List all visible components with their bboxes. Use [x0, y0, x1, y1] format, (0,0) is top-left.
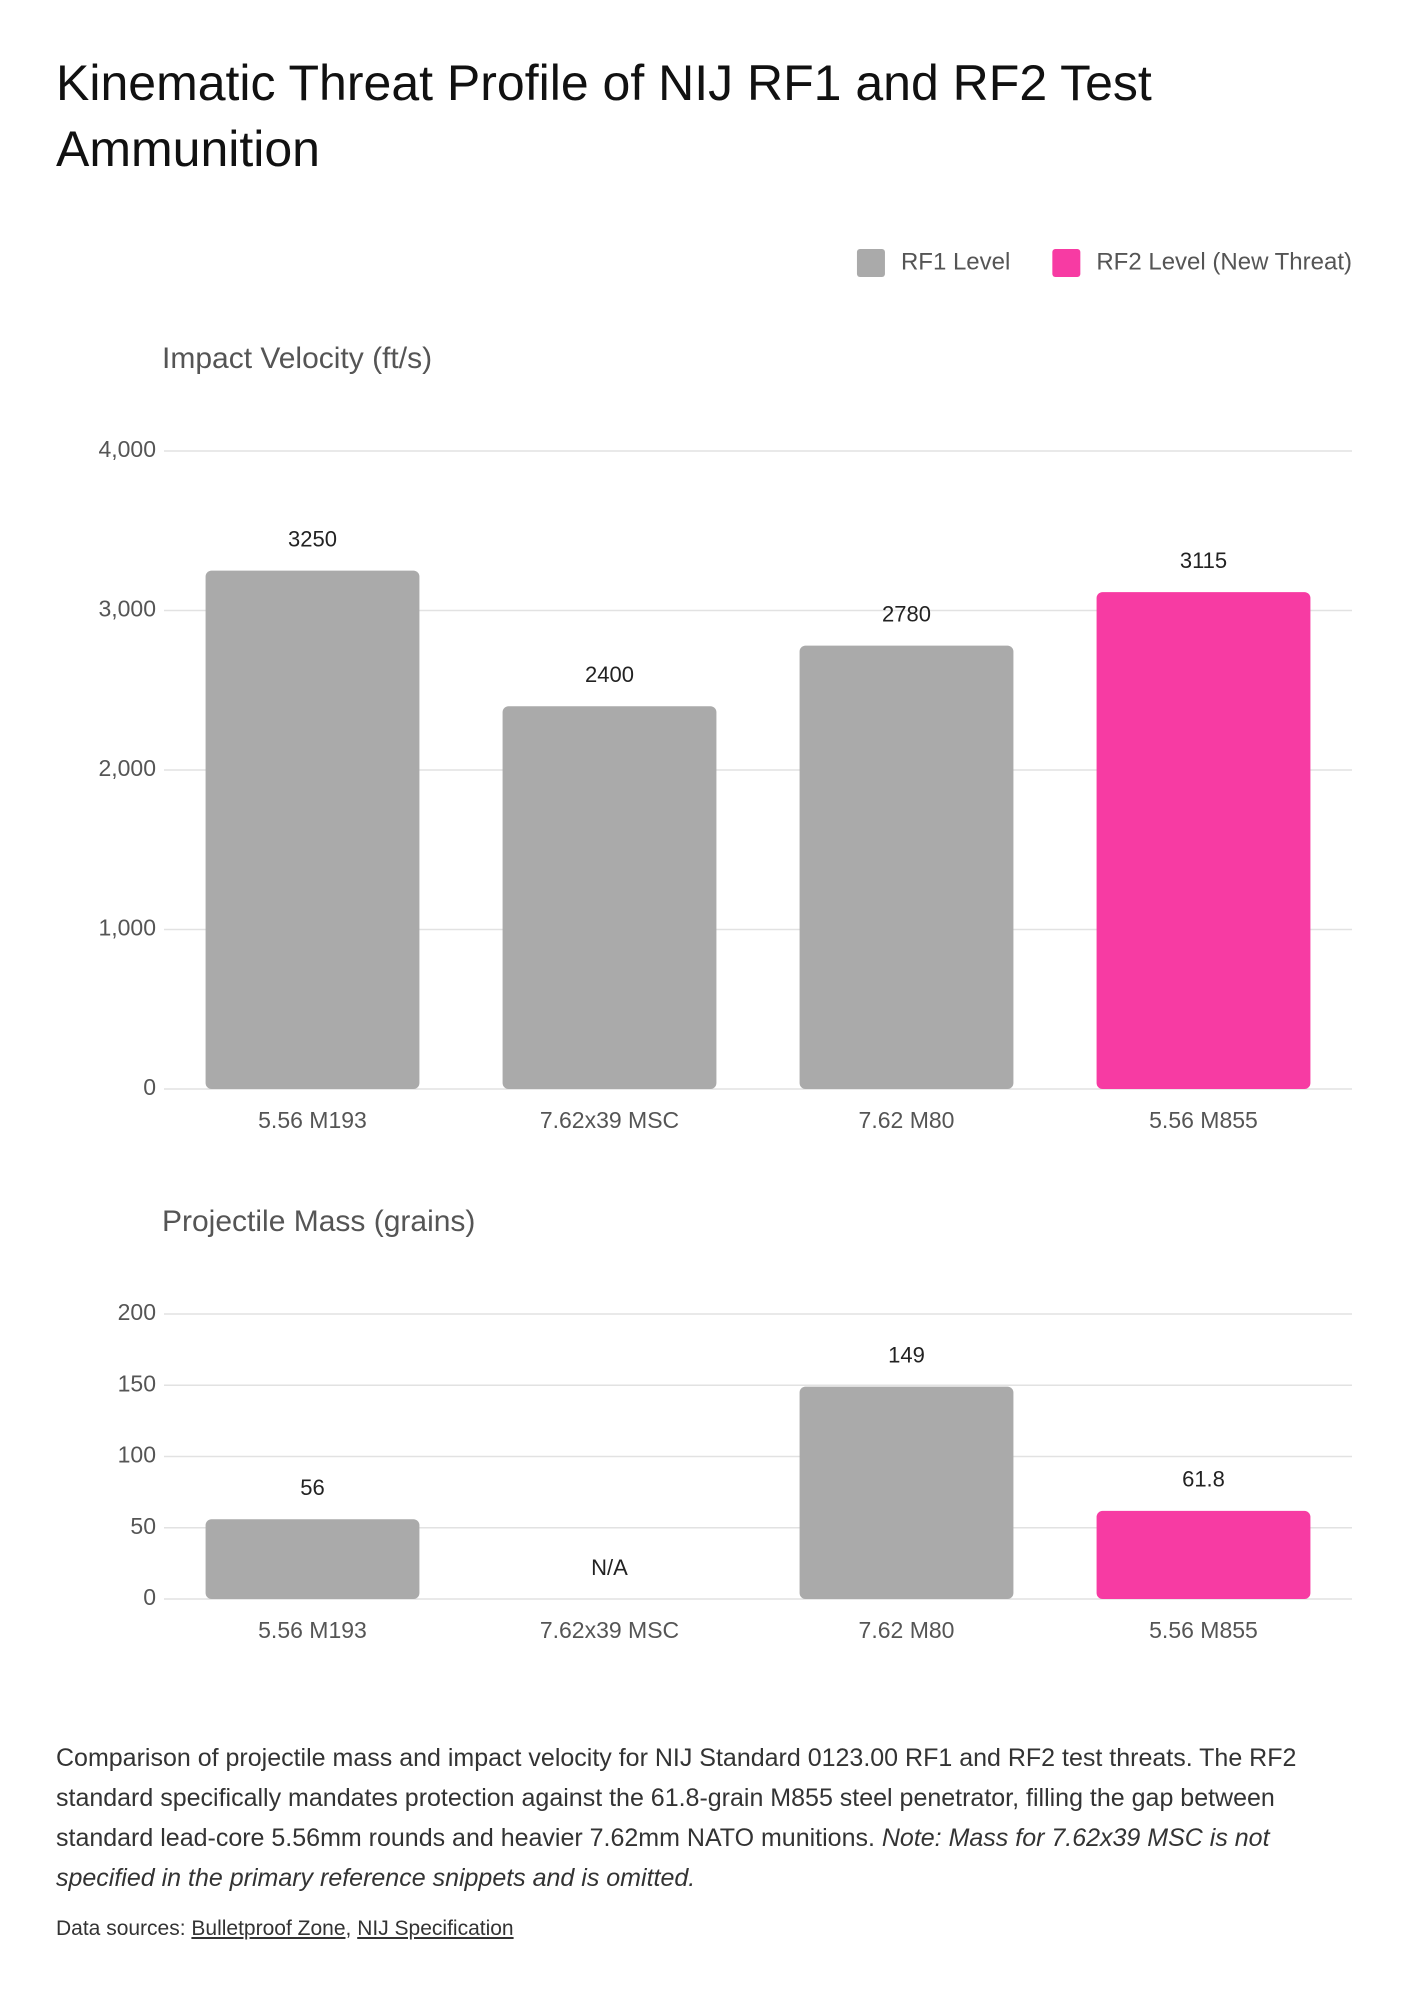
bar	[502, 706, 717, 1089]
y-tick-label: 0	[143, 1074, 156, 1100]
y-tick-label: 1,000	[98, 915, 156, 941]
legend-label: RF2 Level (New Threat)	[1096, 248, 1352, 275]
value-label: 3250	[288, 526, 337, 551]
chart: Kinematic Threat Profile of NIJ RF1 and …	[56, 55, 1352, 1643]
bar	[205, 570, 420, 1089]
y-tick-label: 2,000	[98, 755, 156, 781]
separator: ,	[345, 1917, 352, 1940]
x-tick-label: 7.62 M80	[859, 1617, 955, 1643]
value-label: 3115	[1180, 548, 1227, 573]
y-tick-label: 150	[118, 1370, 156, 1396]
x-tick-label: 5.56 M855	[1149, 1617, 1258, 1643]
x-tick-label: 7.62x39 MSC	[540, 1107, 679, 1133]
x-tick-label: 5.56 M193	[258, 1107, 367, 1133]
bar	[1096, 592, 1311, 1089]
source-link[interactable]: Bulletproof Zone	[191, 1917, 346, 1940]
caption-note: Note: Mass for 7.62x39 MSC is not specif…	[56, 1824, 1270, 1892]
bar	[799, 1386, 1014, 1599]
x-tick-label: 7.62 M80	[859, 1107, 955, 1133]
x-tick-label: 5.56 M193	[258, 1617, 367, 1643]
sources-label: Data sources:	[56, 1917, 186, 1940]
y-tick-label: 50	[130, 1513, 156, 1539]
source-link[interactable]: NIJ Specification	[357, 1917, 514, 1940]
caption: Comparison of projectile mass and impact…	[56, 1738, 1356, 1898]
value-label: 61.8	[1182, 1467, 1225, 1492]
x-tick-label: 5.56 M855	[1149, 1107, 1258, 1133]
bar	[205, 1519, 420, 1599]
chart-title: Kinematic Threat Profile of NIJ RF1 and …	[56, 55, 1152, 177]
bar	[1096, 1510, 1311, 1599]
y-tick-label: 200	[118, 1299, 156, 1325]
value-label: N/A	[591, 1555, 628, 1580]
sources: Data sources: Bulletproof Zone, NIJ Spec…	[56, 1917, 514, 1941]
y-tick-label: 100	[118, 1442, 156, 1468]
bar	[799, 645, 1014, 1089]
y-tick-label: 0	[143, 1584, 156, 1610]
value-label: 149	[888, 1342, 925, 1367]
legend-swatch	[1052, 249, 1081, 277]
y-tick-label: 4,000	[98, 436, 156, 462]
chart-subtitle: Projectile Mass (grains)	[162, 1205, 475, 1238]
legend-label: RF1 Level	[901, 248, 1010, 275]
value-label: 2780	[882, 601, 931, 626]
legend-swatch	[856, 249, 885, 277]
y-tick-label: 3,000	[98, 596, 156, 622]
caption-text: Comparison of projectile mass and impact…	[56, 1744, 1297, 1852]
value-label: 2400	[585, 662, 634, 687]
value-label: 56	[300, 1475, 324, 1500]
x-tick-label: 7.62x39 MSC	[540, 1617, 679, 1643]
chart-subtitle: Impact Velocity (ft/s)	[162, 342, 432, 375]
